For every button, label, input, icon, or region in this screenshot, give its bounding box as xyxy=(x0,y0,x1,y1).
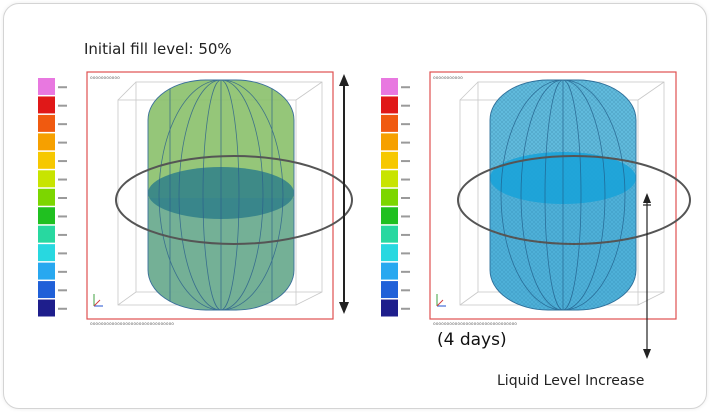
frame-caption-left: ooooooooooo xyxy=(90,76,120,81)
color-swatch xyxy=(381,262,398,280)
color-tick-mark xyxy=(401,104,410,107)
color-tick-mark xyxy=(58,307,67,310)
color-tick-mark xyxy=(401,178,410,181)
frame-right xyxy=(429,71,677,320)
color-swatch xyxy=(38,78,55,95)
color-tick-mark xyxy=(58,233,67,236)
color-tick-mark xyxy=(401,86,410,89)
color-swatch xyxy=(381,78,398,95)
level-increase-arrow xyxy=(643,193,651,359)
title-label: Initial fill level: 50% xyxy=(84,40,232,58)
color-swatch xyxy=(38,133,55,151)
level-ring-left xyxy=(115,155,353,245)
color-tick-mark xyxy=(401,252,410,255)
color-swatch xyxy=(381,225,398,243)
tank-right xyxy=(489,79,637,311)
color-swatch xyxy=(38,225,55,243)
color-tick-mark xyxy=(401,307,410,310)
color-swatch xyxy=(381,299,398,317)
color-swatch xyxy=(381,133,398,151)
frame-caption-right: ooooooooooo xyxy=(433,76,463,81)
color-tick-mark xyxy=(58,197,67,199)
color-tick-mark xyxy=(58,104,67,107)
color-swatch xyxy=(38,299,55,317)
color-tick-mark xyxy=(401,215,410,218)
duration-label: (4 days) xyxy=(437,330,507,350)
color-tick-mark xyxy=(58,178,67,181)
axis-triad-right xyxy=(436,294,446,307)
color-swatch xyxy=(38,244,55,262)
color-swatch xyxy=(381,281,398,299)
color-scale-left xyxy=(38,78,67,317)
color-swatch xyxy=(38,262,55,280)
color-tick-mark xyxy=(58,252,67,255)
left-panel: ooooooooooo oooooooooooooooooooooooooooo… xyxy=(38,71,353,327)
color-swatch xyxy=(38,151,55,169)
liquid-level-increase-label: Liquid Level Increase xyxy=(497,373,645,389)
color-tick-mark xyxy=(401,141,410,144)
tank-left xyxy=(147,79,295,311)
color-swatch xyxy=(38,96,55,114)
color-swatch xyxy=(38,281,55,299)
axis-triad-left xyxy=(93,294,103,307)
color-swatch xyxy=(38,207,55,225)
color-tick-mark xyxy=(401,233,410,236)
color-tick-mark xyxy=(401,123,410,126)
color-tick-mark xyxy=(58,86,67,89)
color-swatch xyxy=(38,188,55,206)
color-tick-mark xyxy=(58,141,67,144)
footer-caption-left: ooooooooooooooooooooooooooooooo xyxy=(90,322,174,327)
level-ring-right xyxy=(457,155,691,245)
color-tick-mark xyxy=(401,289,410,292)
color-tick-mark xyxy=(58,215,67,218)
color-tick-mark xyxy=(401,270,410,273)
color-scale-right xyxy=(381,78,410,317)
color-tick-mark xyxy=(401,160,410,163)
color-swatch xyxy=(381,244,398,262)
color-swatch xyxy=(381,151,398,169)
color-tick-mark xyxy=(58,123,67,126)
color-tick-mark xyxy=(58,270,67,273)
right-panel: ooooooooooo oooooooooooooooooooooooooooo… xyxy=(381,71,691,359)
color-tick-mark xyxy=(401,197,410,199)
frame-left xyxy=(86,71,334,320)
color-swatch xyxy=(381,170,398,188)
color-tick-mark xyxy=(58,289,67,292)
color-tick-mark xyxy=(58,160,67,163)
height-arrow xyxy=(339,74,349,314)
color-swatch xyxy=(38,114,55,132)
color-swatch xyxy=(381,188,398,206)
color-swatch xyxy=(381,207,398,225)
color-swatch xyxy=(38,170,55,188)
color-swatch xyxy=(381,96,398,114)
color-swatch xyxy=(381,114,398,132)
footer-caption-right: ooooooooooooooooooooooooooooooo xyxy=(433,322,517,327)
